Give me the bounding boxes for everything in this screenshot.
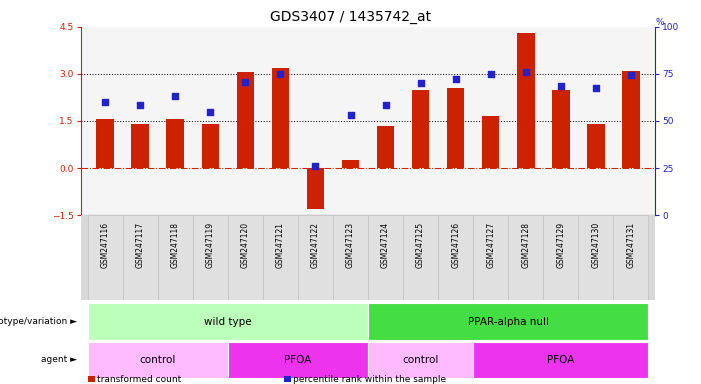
Bar	[88, 303, 368, 340]
Bar	[228, 342, 368, 378]
Point	[555, 83, 566, 89]
Bar	[613, 215, 648, 300]
Bar	[263, 215, 298, 300]
Bar	[438, 215, 473, 300]
Point	[240, 79, 251, 85]
Bar	[412, 89, 430, 168]
Point	[310, 163, 321, 169]
Text: %: %	[655, 18, 664, 27]
Bar	[552, 89, 569, 168]
Bar	[517, 33, 535, 168]
Text: GSM247120: GSM247120	[241, 222, 250, 268]
Text: GSM247125: GSM247125	[416, 222, 425, 268]
Text: GSM247126: GSM247126	[451, 222, 460, 268]
Text: GSM247128: GSM247128	[522, 222, 530, 268]
Text: GSM247116: GSM247116	[101, 222, 109, 268]
Bar	[508, 215, 543, 300]
Bar	[333, 215, 368, 300]
Point	[625, 73, 637, 79]
Point	[520, 69, 531, 75]
Point	[380, 102, 391, 108]
Point	[135, 102, 146, 108]
Point	[205, 109, 216, 115]
Text: control: control	[139, 355, 176, 365]
Text: GSM247124: GSM247124	[381, 222, 390, 268]
Bar	[228, 215, 263, 300]
Text: GSM247119: GSM247119	[206, 222, 215, 268]
Bar	[403, 215, 438, 300]
Bar	[368, 342, 473, 378]
Point	[100, 99, 111, 105]
Bar	[543, 215, 578, 300]
Point	[485, 71, 496, 77]
Bar	[342, 160, 360, 168]
Bar	[158, 215, 193, 300]
Point	[345, 112, 356, 118]
Text: GSM247122: GSM247122	[311, 222, 320, 268]
Bar	[473, 215, 508, 300]
Bar	[237, 72, 254, 168]
Bar	[482, 116, 499, 168]
Bar	[447, 88, 465, 168]
Bar	[97, 119, 114, 168]
Text: GSM247131: GSM247131	[627, 222, 635, 268]
Text: GSM247129: GSM247129	[557, 222, 565, 268]
Text: GSM247127: GSM247127	[486, 222, 495, 268]
Text: GSM247123: GSM247123	[346, 222, 355, 268]
Text: GSM247130: GSM247130	[592, 222, 600, 268]
Text: agent ►: agent ►	[41, 356, 77, 364]
Text: GSM247121: GSM247121	[276, 222, 285, 268]
Bar	[132, 124, 149, 168]
Text: percentile rank within the sample: percentile rank within the sample	[293, 374, 446, 384]
Bar	[167, 119, 184, 168]
Point	[170, 93, 181, 99]
Bar	[473, 342, 648, 378]
Bar	[368, 215, 403, 300]
Text: genotype/variation ►: genotype/variation ►	[0, 317, 77, 326]
Point	[275, 71, 286, 77]
Bar	[587, 124, 605, 168]
Bar	[298, 215, 333, 300]
Text: PFOA: PFOA	[284, 355, 312, 365]
Bar	[368, 303, 648, 340]
Text: GSM247118: GSM247118	[171, 222, 179, 268]
Text: PPAR-alpha null: PPAR-alpha null	[468, 316, 549, 327]
Bar	[272, 68, 290, 168]
Bar	[123, 215, 158, 300]
Bar	[202, 124, 219, 168]
Text: GDS3407 / 1435742_at: GDS3407 / 1435742_at	[270, 10, 431, 23]
Point	[590, 85, 601, 91]
Bar	[307, 168, 324, 209]
Bar	[377, 126, 394, 168]
Text: PFOA: PFOA	[547, 355, 575, 365]
Point	[450, 76, 461, 82]
Bar	[88, 342, 228, 378]
Point	[415, 80, 426, 86]
Bar	[193, 215, 228, 300]
Bar	[88, 215, 123, 300]
Bar	[578, 215, 613, 300]
Bar	[622, 71, 640, 168]
Text: GSM247117: GSM247117	[136, 222, 144, 268]
Text: transformed count: transformed count	[97, 374, 181, 384]
Text: control: control	[402, 355, 439, 365]
Text: wild type: wild type	[204, 316, 252, 327]
